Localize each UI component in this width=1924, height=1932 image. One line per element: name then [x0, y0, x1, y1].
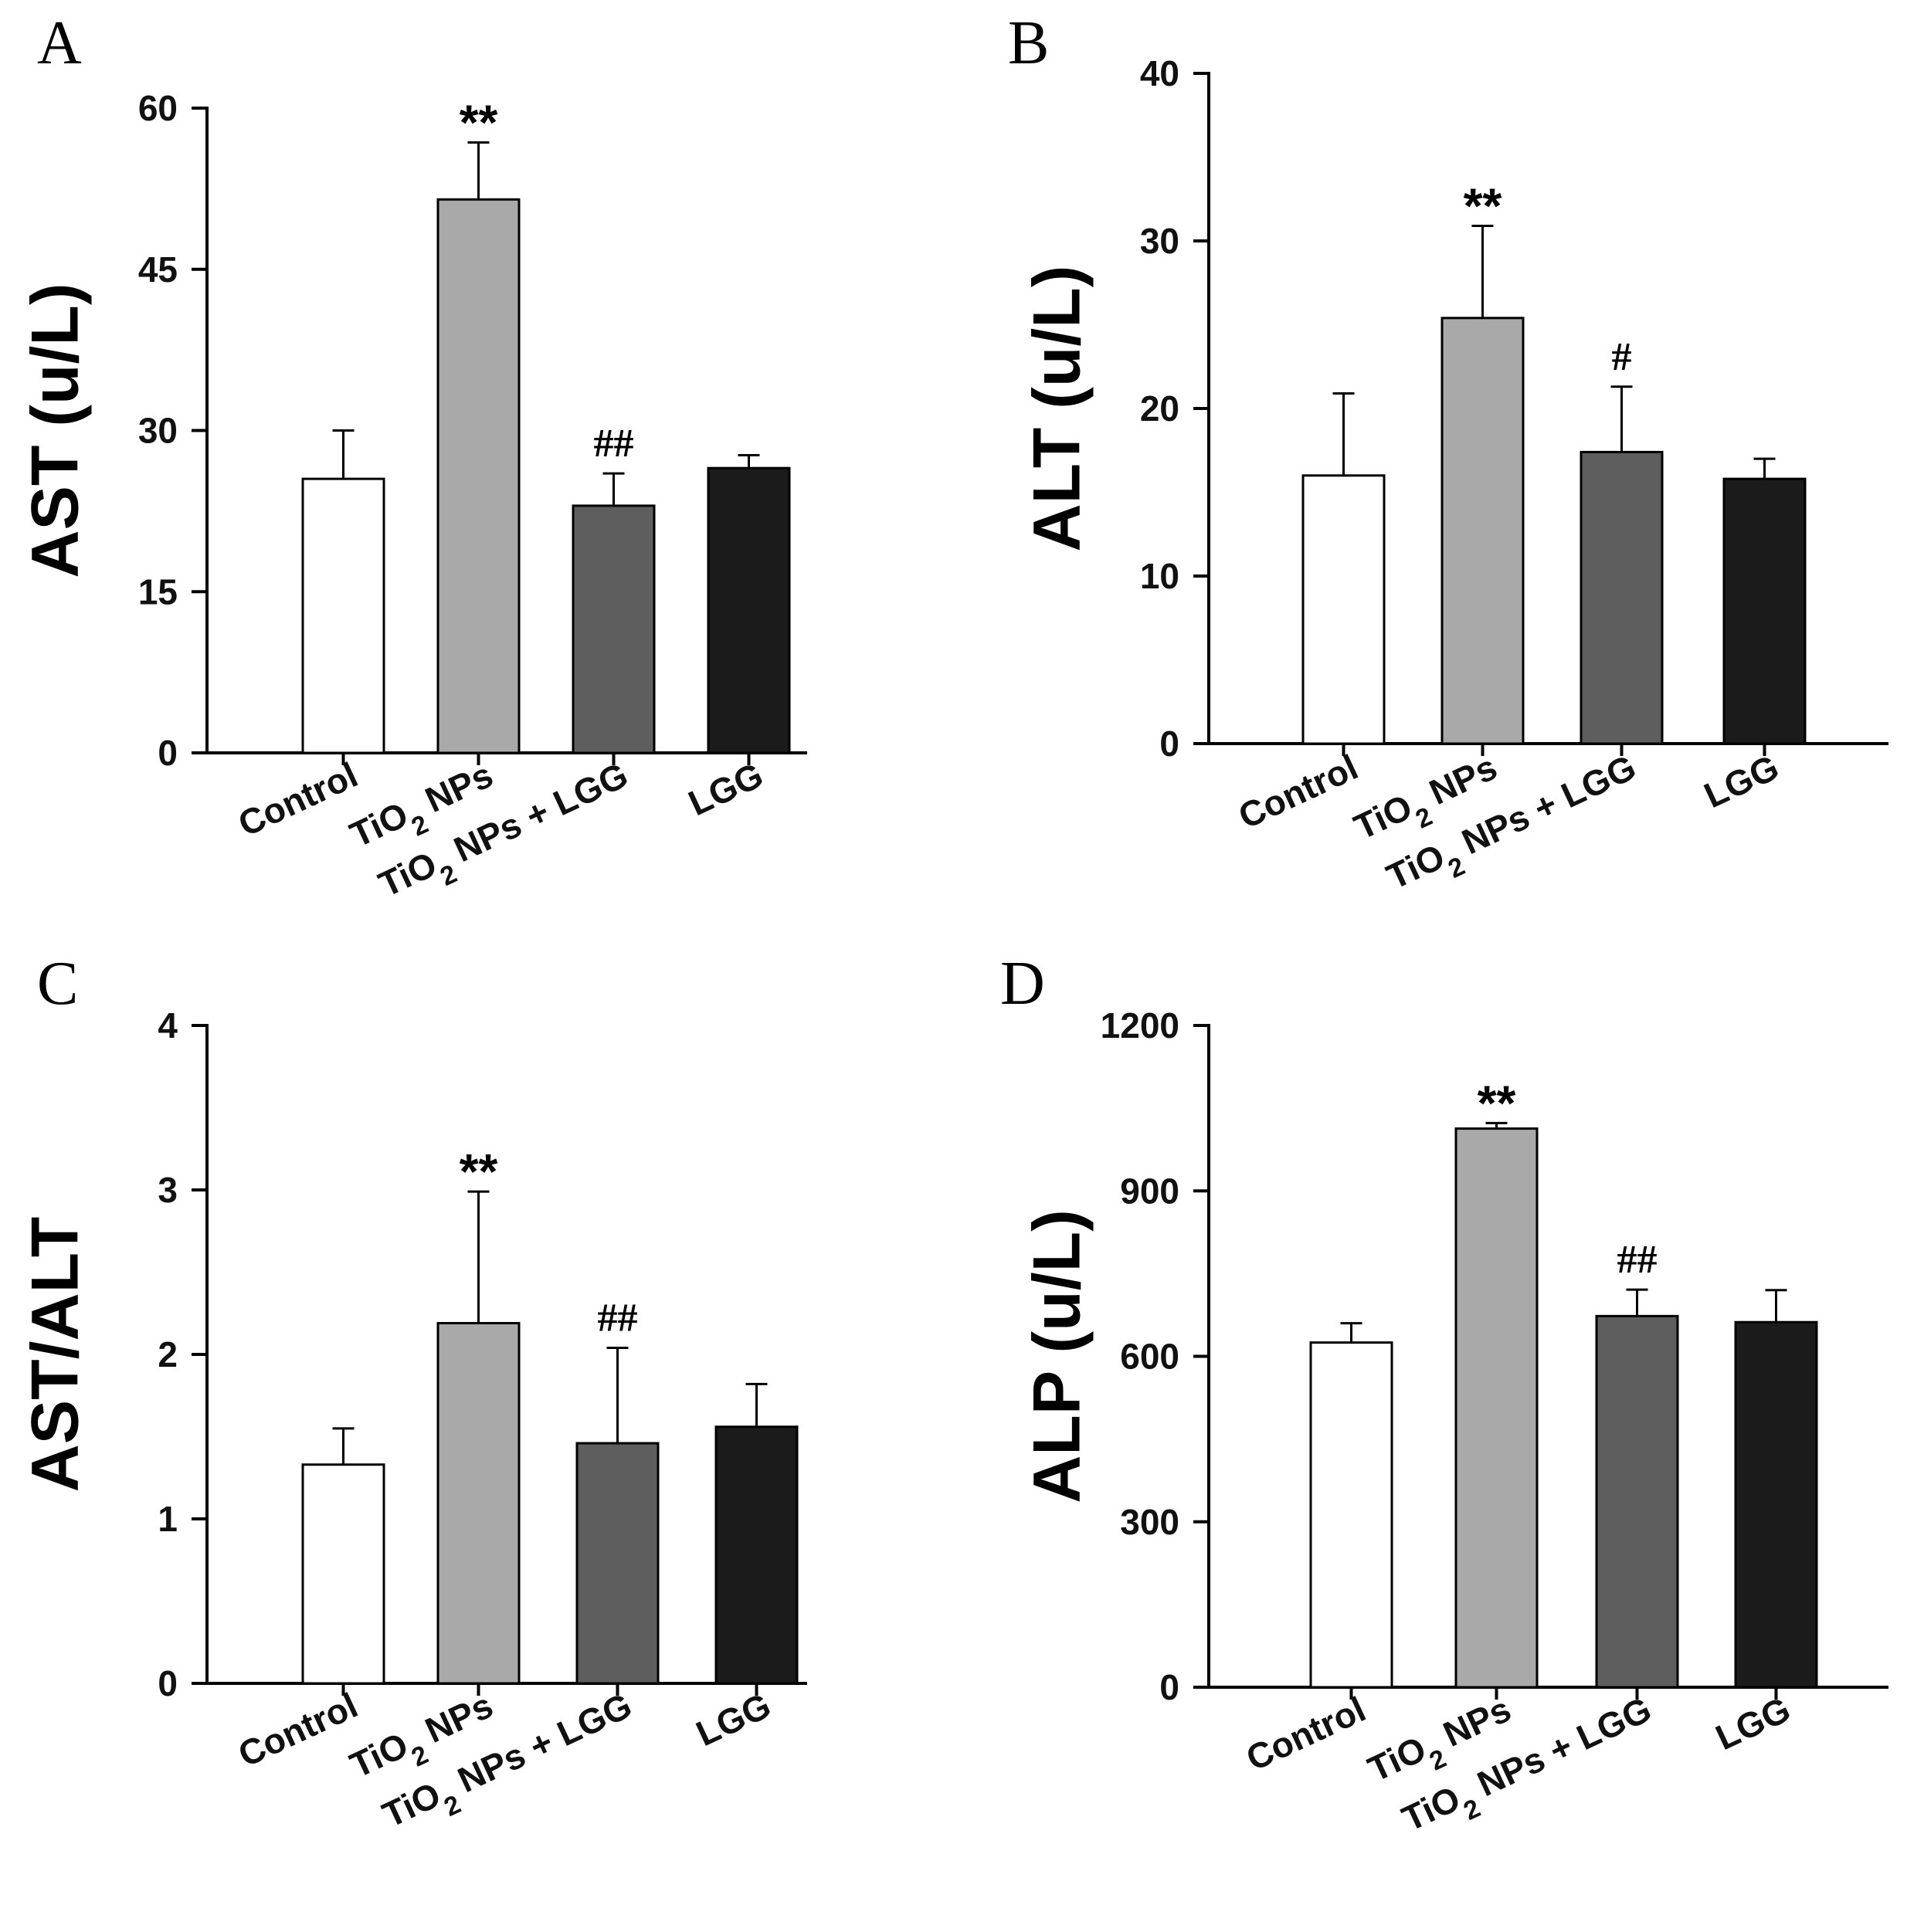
significance-mark-tio2-nps: ** — [460, 95, 498, 151]
x-tick-label-control: Control — [232, 754, 364, 844]
y-axis-label: ALP (u/L) — [1020, 1209, 1094, 1503]
y-tick-label: 600 — [1120, 1337, 1179, 1377]
bar-lgg — [1734, 1320, 1818, 1689]
bar-tio2-nps — [1440, 317, 1525, 745]
y-tick-label: 20 — [1140, 388, 1179, 429]
y-tick-label: 60 — [138, 88, 178, 128]
y-tick-label: 3 — [158, 1170, 178, 1210]
x-tick-label-lgg: LGG — [1698, 747, 1784, 815]
x-label-group: Control — [232, 1685, 364, 1774]
panel-letter: C — [37, 950, 78, 1018]
y-tick-label: 10 — [1140, 556, 1179, 596]
panel-letter: A — [37, 9, 82, 77]
x-tick-label-tio2-nps-lgg: TiO2 NPs + LGG — [372, 754, 640, 917]
y-tick-label: 30 — [1140, 221, 1179, 261]
y-tick-label: 15 — [138, 571, 178, 612]
y-tick-label: 2 — [158, 1334, 178, 1374]
y-tick-label: 900 — [1120, 1171, 1179, 1211]
y-tick-label: 0 — [1159, 724, 1179, 764]
significance-mark-tio2-nps: ** — [1464, 178, 1502, 233]
y-tick-label: 45 — [138, 249, 178, 290]
x-label-group: Control — [1233, 747, 1364, 836]
significance-mark-tio2-nps-lgg: ## — [598, 1296, 638, 1340]
bar-tio2-nps — [436, 1322, 521, 1685]
significance-mark-tio2-nps-lgg: # — [1612, 335, 1632, 379]
y-tick-label: 1200 — [1101, 1005, 1179, 1046]
panel-letter: D — [1000, 950, 1045, 1018]
bar-lgg — [714, 1425, 799, 1685]
x-label-group: LGG — [1709, 1689, 1796, 1757]
x-label-group: TiO2 NPs + LGG — [372, 754, 640, 917]
y-tick-label: 40 — [1140, 53, 1179, 93]
bar-tio2-nps-lgg — [572, 504, 656, 754]
y-tick-label: 4 — [158, 1005, 178, 1046]
y-axis-label: AST/ALT — [19, 1217, 93, 1493]
x-tick-label-control: Control — [1233, 747, 1364, 836]
y-axis-label: AST (u/L) — [19, 283, 93, 578]
y-tick-label: 300 — [1120, 1502, 1179, 1542]
significance-mark-tio2-nps: ** — [1478, 1075, 1516, 1130]
x-label-group: Control — [1240, 1689, 1372, 1778]
bar-control — [301, 1463, 385, 1685]
bar-control — [1309, 1341, 1393, 1689]
bar-tio2-nps-lgg — [1580, 450, 1664, 745]
x-tick-label-control: Control — [232, 1685, 364, 1774]
bar-control — [301, 477, 385, 754]
y-tick-label: 0 — [1159, 1667, 1179, 1707]
x-tick-label-lgg: LGG — [690, 1685, 776, 1754]
x-label-group: LGG — [690, 1685, 776, 1754]
significance-mark-tio2-nps: ** — [460, 1144, 498, 1199]
bar-tio2-nps — [436, 198, 521, 754]
bar-control — [1301, 474, 1386, 745]
bar-tio2-nps — [1454, 1127, 1539, 1689]
x-tick-label-control: Control — [1240, 1689, 1372, 1778]
x-label-group: LGG — [1698, 747, 1784, 815]
bar-lgg — [1722, 477, 1807, 745]
y-tick-label: 0 — [158, 733, 178, 773]
y-tick-label: 30 — [138, 411, 178, 451]
panel-letter: B — [1008, 9, 1049, 77]
x-tick-label-lgg: LGG — [1709, 1689, 1796, 1757]
y-tick-label: 0 — [158, 1663, 178, 1703]
y-axis-label: ALT (u/L) — [1020, 266, 1094, 552]
significance-mark-tio2-nps-lgg: ## — [594, 422, 634, 466]
x-tick-label-lgg: LGG — [682, 754, 769, 823]
y-tick-label: 1 — [158, 1499, 178, 1539]
significance-mark-tio2-nps-lgg: ## — [1617, 1238, 1658, 1282]
bar-tio2-nps-lgg — [1595, 1314, 1679, 1689]
x-label-group: Control — [232, 754, 364, 844]
bar-lgg — [707, 466, 791, 754]
x-label-group: LGG — [682, 754, 769, 823]
bar-tio2-nps-lgg — [575, 1442, 660, 1685]
